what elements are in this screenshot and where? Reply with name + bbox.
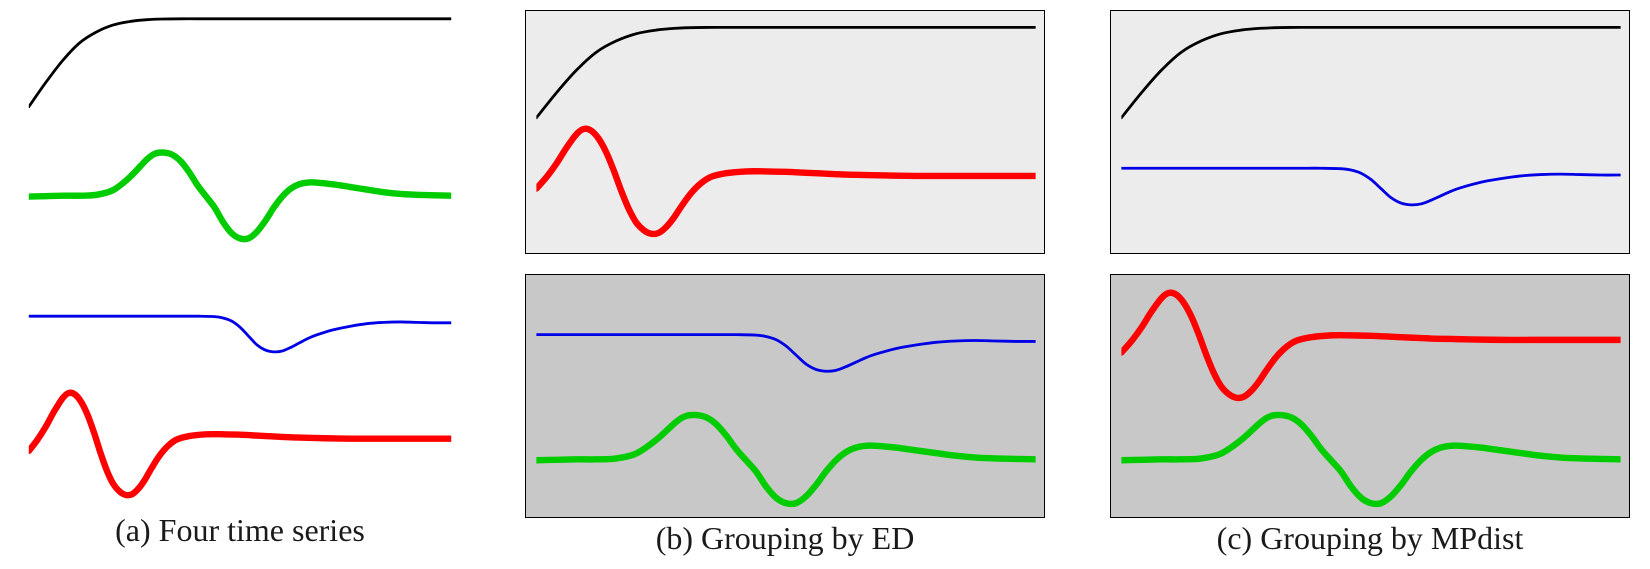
curve-red	[29, 393, 451, 495]
curve-red	[1121, 293, 1620, 398]
panel-b-top	[525, 10, 1045, 254]
column-b: (b) Grouping by ED	[525, 10, 1045, 557]
caption-b: (b) Grouping by ED	[656, 520, 915, 557]
curve-black	[29, 19, 451, 107]
caption-a: (a) Four time series	[115, 512, 365, 549]
curve-green	[29, 152, 451, 239]
curve-blue	[29, 316, 451, 352]
column-c: (c) Grouping by MPdist	[1110, 10, 1630, 557]
curve-green	[536, 415, 1035, 504]
panel-stack-b	[525, 10, 1045, 518]
curve-red	[536, 129, 1035, 234]
curve-green	[1121, 415, 1620, 504]
panel-b-bottom	[525, 274, 1045, 518]
panel-c-bottom	[1110, 274, 1630, 518]
curve-blue	[536, 335, 1035, 372]
caption-c: (c) Grouping by MPdist	[1217, 520, 1524, 557]
panel-stack-c	[1110, 10, 1630, 518]
curve-black	[536, 27, 1035, 117]
figure-root: (a) Four time series (b) Grouping by ED …	[0, 0, 1650, 569]
panel-a	[20, 10, 460, 510]
column-a: (a) Four time series	[20, 10, 460, 549]
panel-c-top	[1110, 10, 1630, 254]
curve-blue	[1121, 168, 1620, 205]
curve-black	[1121, 27, 1620, 117]
